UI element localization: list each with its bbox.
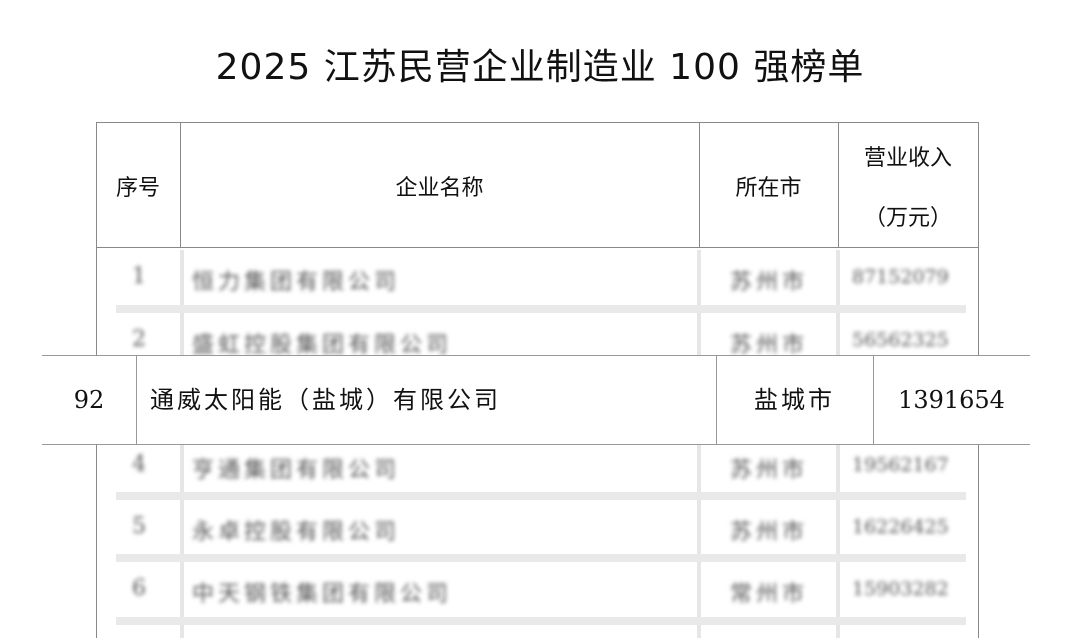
rank: 6 [132, 576, 146, 601]
table-row: 4 亨通集团有限公司 苏州市 19562167 [96, 436, 978, 498]
rank: 5 [132, 514, 146, 539]
city: 常州市 [730, 582, 809, 607]
table-border [699, 122, 700, 247]
rank: 2 [132, 327, 146, 352]
company-name: 亨通集团有限公司 [192, 458, 401, 483]
row-divider [116, 617, 966, 625]
city: 苏州市 [730, 458, 809, 483]
page-title: 2025 江苏民营企业制造业 100 强榜单 [215, 47, 865, 88]
column-divider [136, 356, 137, 444]
highlight-city: 盐城市 [754, 386, 835, 414]
header-name: 企业名称 [395, 176, 484, 201]
header-rank: 序号 [115, 176, 160, 201]
column-divider [716, 356, 717, 444]
table-row: 5 永卓控股有限公司 苏州市 16226425 [96, 498, 978, 560]
row-divider [116, 554, 966, 562]
highlight-company-name: 通威太阳能（盐城）有限公司 [150, 386, 501, 414]
city: 苏州市 [730, 333, 809, 358]
company-name: 永卓控股有限公司 [192, 520, 401, 545]
table-row: 6 中天钢铁集团有限公司 常州市 15903282 [96, 560, 978, 622]
highlight-revenue: 1391654 [898, 386, 1005, 414]
column-divider [873, 356, 874, 444]
header-city: 所在市 [735, 176, 802, 201]
table-border [180, 122, 181, 247]
company-name: 中天钢铁集团有限公司 [192, 582, 453, 607]
header-revenue-unit: （万元） [863, 206, 952, 231]
rank: 4 [132, 452, 146, 477]
company-name: 盛虹控股集团有限公司 [192, 333, 453, 358]
rank: 1 [132, 264, 146, 289]
table-border [838, 122, 839, 247]
row-divider [116, 492, 966, 500]
highlighted-row: 92 通威太阳能（盐城）有限公司 盐城市 1391654 [42, 355, 1030, 445]
table-border [96, 247, 978, 248]
revenue: 16226425 [852, 516, 949, 538]
table-row: 2 盛虹控股集团有限公司 苏州市 56562325 [96, 311, 978, 373]
revenue: 56562325 [852, 329, 949, 351]
row-divider [116, 305, 966, 313]
revenue: 19562167 [852, 454, 949, 476]
table-row: 1 恒力集团有限公司 苏州市 87152079 [96, 248, 978, 310]
header-revenue: 营业收入 [863, 146, 952, 171]
table-border [96, 122, 978, 123]
highlight-rank: 92 [73, 386, 105, 414]
city: 苏州市 [730, 270, 809, 295]
company-name: 恒力集团有限公司 [192, 270, 401, 295]
revenue: 87152079 [852, 266, 949, 288]
city: 苏州市 [730, 520, 809, 545]
revenue: 15903282 [852, 578, 949, 600]
